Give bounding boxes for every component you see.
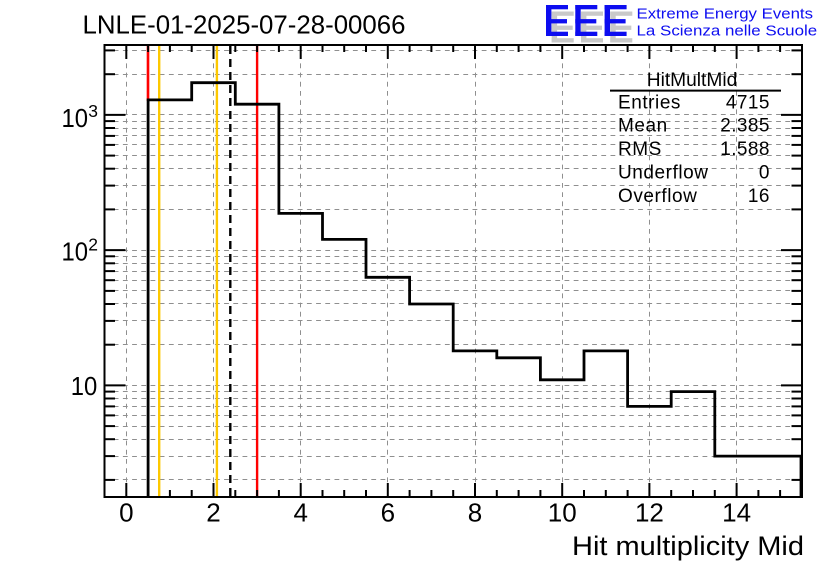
svg-text:2: 2 bbox=[88, 234, 98, 254]
svg-text:RMS: RMS bbox=[618, 139, 662, 160]
svg-text:Underflow: Underflow bbox=[618, 163, 709, 184]
svg-text:2.385: 2.385 bbox=[720, 116, 770, 137]
svg-text:4: 4 bbox=[293, 498, 307, 528]
svg-text:1.588: 1.588 bbox=[720, 139, 770, 160]
svg-text:0: 0 bbox=[119, 498, 133, 528]
svg-text:HitMultMid: HitMultMid bbox=[647, 70, 738, 91]
svg-text:Entries: Entries bbox=[618, 92, 681, 113]
svg-text:8: 8 bbox=[468, 498, 482, 528]
svg-text:4715: 4715 bbox=[726, 92, 770, 113]
svg-text:La Scienza nelle Scuole: La Scienza nelle Scuole bbox=[637, 23, 818, 39]
svg-text:10: 10 bbox=[62, 236, 89, 266]
svg-text:3: 3 bbox=[88, 101, 98, 121]
svg-text:Hit multiplicity Mid: Hit multiplicity Mid bbox=[572, 531, 804, 561]
svg-text:2: 2 bbox=[206, 498, 220, 528]
svg-text:14: 14 bbox=[722, 498, 751, 528]
svg-text:6: 6 bbox=[381, 498, 395, 528]
svg-text:Mean: Mean bbox=[618, 116, 668, 137]
svg-text:12: 12 bbox=[635, 498, 664, 528]
svg-text:Extreme Energy Events: Extreme Energy Events bbox=[637, 6, 814, 22]
svg-text:16: 16 bbox=[748, 186, 770, 207]
svg-text:Overflow: Overflow bbox=[618, 186, 697, 207]
svg-text:10: 10 bbox=[71, 371, 98, 401]
svg-text:10: 10 bbox=[548, 498, 577, 528]
svg-text:LNLE-01-2025-07-28-00066: LNLE-01-2025-07-28-00066 bbox=[83, 10, 406, 40]
svg-text:0: 0 bbox=[759, 163, 770, 184]
svg-text:10: 10 bbox=[62, 103, 89, 133]
